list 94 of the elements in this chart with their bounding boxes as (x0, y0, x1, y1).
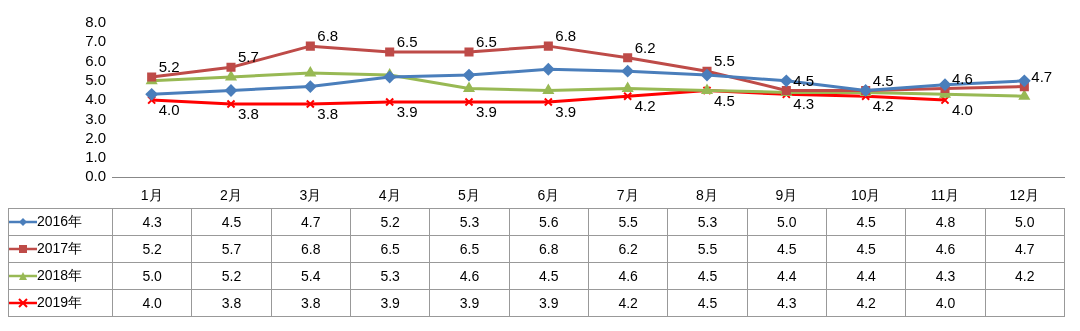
data-label: 4.6 (588, 262, 668, 290)
data-label: 5.4 (271, 262, 351, 290)
data-label: 5.5 (667, 235, 748, 263)
data-label: 4.0 (112, 289, 192, 317)
text: 3.9 (396, 103, 418, 121)
data-label: 4.4 (826, 262, 906, 290)
data-label: 4.7 (985, 235, 1065, 263)
data-label: 3.9 (350, 289, 430, 317)
x-tick-label: 12月 (1009, 187, 1040, 204)
data-label: 4.5 (826, 208, 906, 236)
data-label: 4.6 (905, 235, 986, 263)
text: 4.5 (714, 91, 735, 109)
y-tick-label: 4.0 (85, 90, 106, 108)
data-label: 4.5 (509, 262, 589, 290)
y-tick-label: 3.0 (85, 109, 106, 127)
data-label: 6.5 (350, 235, 430, 263)
legend-label: 2016年 (37, 213, 83, 229)
y-tick-label: 7.0 (85, 32, 106, 50)
data-label: 4.3 (112, 208, 192, 236)
data-label: 5.2 (112, 235, 192, 263)
text: 3.8 (238, 105, 259, 123)
data-label: 5.0 (747, 208, 827, 236)
text: 6.8 (317, 27, 339, 45)
text: 5.5 (714, 52, 735, 70)
data-label: 6.5 (429, 235, 510, 263)
x-tick-label: 3月 (299, 187, 322, 204)
data-label: 5.3 (429, 208, 510, 236)
data-label: 4.3 (905, 262, 986, 290)
data-label: 3.9 (509, 289, 589, 317)
text: 6.5 (476, 33, 497, 51)
data-label: 4.5 (747, 235, 827, 263)
x-tick-label: 6月 (537, 187, 560, 204)
y-tick-label: 6.0 (85, 51, 106, 69)
text: 4.2 (634, 97, 656, 115)
text: 4.7 (1031, 67, 1053, 85)
data-label: 6.2 (588, 235, 668, 263)
x-tick-label: 4月 (378, 187, 401, 204)
text: 3.9 (555, 103, 577, 121)
data-label: 5.3 (350, 262, 430, 290)
data-label: 3.8 (191, 289, 272, 317)
data-label: 4.5 (191, 208, 272, 236)
data-label: 6.8 (509, 235, 589, 263)
data-label: 4.4 (747, 262, 827, 290)
text: 6.5 (396, 33, 418, 51)
data-label: 4.6 (429, 262, 510, 290)
x-tick-label: 1月 (140, 187, 163, 204)
y-tick-label: 1.0 (85, 148, 106, 166)
text: 5.7 (238, 48, 259, 66)
y-tick-label: 0.0 (85, 167, 106, 185)
data-label: 5.5 (588, 208, 668, 236)
text: 4.2 (872, 97, 894, 115)
text: 3.9 (476, 103, 497, 121)
x-tick-label: 5月 (458, 187, 480, 204)
data-label: 4.2 (588, 289, 668, 317)
data-label: 5.3 (667, 208, 748, 236)
text: 3.8 (317, 105, 339, 123)
text: 4.5 (872, 71, 894, 89)
data-label: 3.8 (271, 289, 351, 317)
legend-label: 2018年 (37, 267, 83, 283)
data-label: 5.6 (509, 208, 589, 236)
text: 4.0 (158, 101, 180, 119)
text: 6.2 (634, 38, 656, 56)
x-tick-label: 9月 (775, 187, 798, 204)
text: 4.3 (793, 95, 815, 113)
text: 4.0 (952, 101, 973, 119)
x-tick-label: 8月 (696, 187, 718, 204)
data-label: 6.8 (271, 235, 351, 263)
data-label: 4.8 (905, 208, 986, 236)
x-tick-label: 11月 (930, 187, 960, 204)
data-label: 5.2 (191, 262, 272, 290)
data-label: 3.9 (429, 289, 510, 317)
data-label: 5.0 (112, 262, 192, 290)
legend-label: 2017年 (37, 240, 83, 256)
legend-label: 2019年 (37, 294, 83, 310)
text: 6.8 (555, 27, 577, 45)
text: 5.2 (158, 58, 180, 76)
x-tick-label: 2月 (220, 187, 242, 204)
data-label: 4.2 (826, 289, 906, 317)
y-tick-label: 2.0 (85, 128, 106, 146)
data-label: 4.7 (271, 208, 351, 236)
data-label: 4.5 (667, 262, 748, 290)
data-label: 4.5 (826, 235, 906, 263)
data-label: 5.7 (191, 235, 272, 263)
y-tick-label: 8.0 (85, 13, 106, 31)
data-label: 4.3 (747, 289, 827, 317)
data-label: 4.0 (905, 289, 986, 317)
y-tick-label: 5.0 (85, 70, 106, 88)
data-label: 4.2 (985, 262, 1065, 290)
data-label: 4.5 (667, 289, 748, 317)
x-tick-label: 7月 (616, 187, 639, 204)
data-label: 5.2 (350, 208, 430, 236)
data-label: 5.0 (985, 208, 1065, 236)
text: 4.6 (952, 69, 973, 87)
x-tick-label: 10月 (850, 187, 881, 204)
